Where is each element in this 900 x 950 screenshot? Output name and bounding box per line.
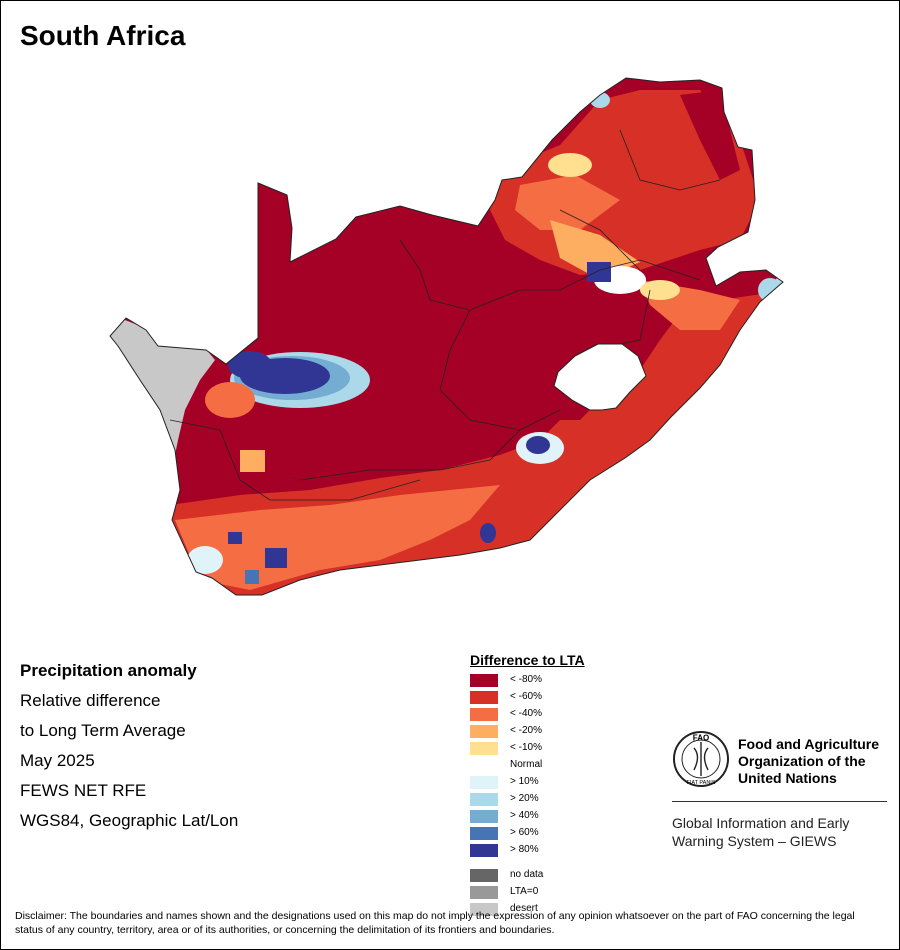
legend-row: > 60% [470,825,585,842]
giews-line1: Global Information and Early [672,815,850,831]
legend-swatch [470,742,498,755]
legend-row: > 10% [470,774,585,791]
legend-label: > 60% [510,827,539,838]
legend-swatch [470,691,498,704]
fao-divider [672,801,887,802]
legend-swatch [470,886,498,899]
legend-swatch [470,869,498,882]
legend-swatch [470,827,498,840]
legend-row: > 40% [470,808,585,825]
legend-row: < -60% [470,689,585,706]
legend-label: > 20% [510,793,539,804]
legend-label: < -20% [510,725,542,736]
legend-title: Difference to LTA [470,652,585,668]
legend-swatch [470,844,498,857]
legend-swatch [470,674,498,687]
fao-logo-motto: FIAT PANIS [686,780,715,786]
info-period: May 2025 [20,751,95,770]
map-title: South Africa [20,20,186,51]
legend-swatch [470,810,498,823]
legend-swatch [470,793,498,806]
legend-label: < -10% [510,742,542,753]
fao-logo-text: FAO [693,734,709,743]
legend-row: no data [470,867,585,884]
disclaimer: Disclaimer: The boundaries and names sho… [15,910,855,936]
legend-label: LTA=0 [510,886,539,897]
legend-label: no data [510,869,544,880]
giews-name: Global Information and Early Warning Sys… [672,814,849,850]
legend-label: < -40% [510,708,542,719]
legend-swatch [470,903,498,916]
legend-label: Normal [510,759,543,770]
fao-name: Food and Agriculture Organization of the… [738,736,879,787]
fao-logo-icon: FAO FIAT PANIS [673,731,729,787]
fao-name-line2: Organization of the [738,753,866,769]
legend-label: < -80% [510,674,542,685]
info-line2: to Long Term Average [20,721,186,740]
legend-swatch [470,776,498,789]
legend-row: > 80% [470,842,585,859]
fao-name-line1: Food and Agriculture [738,736,880,752]
legend-swatch [470,725,498,738]
info-line1: Relative difference [20,691,161,710]
legend-label: > 10% [510,776,539,787]
legend-label: > 40% [510,810,539,821]
info-projection: WGS84, Geographic Lat/Lon [20,811,239,830]
anomaly-map [109,77,784,596]
legend-label: desert [510,903,538,914]
info-heading: Precipitation anomaly [20,661,197,680]
legend-row: LTA=0 [470,884,585,901]
legend-row: < -10% [470,740,585,757]
legend: Difference to LTA < -80% < -60% < -40% <… [470,652,585,918]
giews-line2: Warning System – GIEWS [672,833,837,849]
legend-row: < -40% [470,706,585,723]
fao-name-line3: United Nations [738,770,837,786]
legend-row: desert [470,901,585,918]
legend-row: < -80% [470,672,585,689]
legend-label: > 80% [510,844,539,855]
map-info: Precipitation anomaly Relative differenc… [20,656,238,836]
legend-swatch [470,708,498,721]
legend-swatch [470,759,498,772]
info-source: FEWS NET RFE [20,781,147,800]
legend-row: < -20% [470,723,585,740]
legend-row: Normal [470,757,585,774]
legend-gap [470,859,585,867]
legend-label: < -60% [510,691,542,702]
legend-row: > 20% [470,791,585,808]
